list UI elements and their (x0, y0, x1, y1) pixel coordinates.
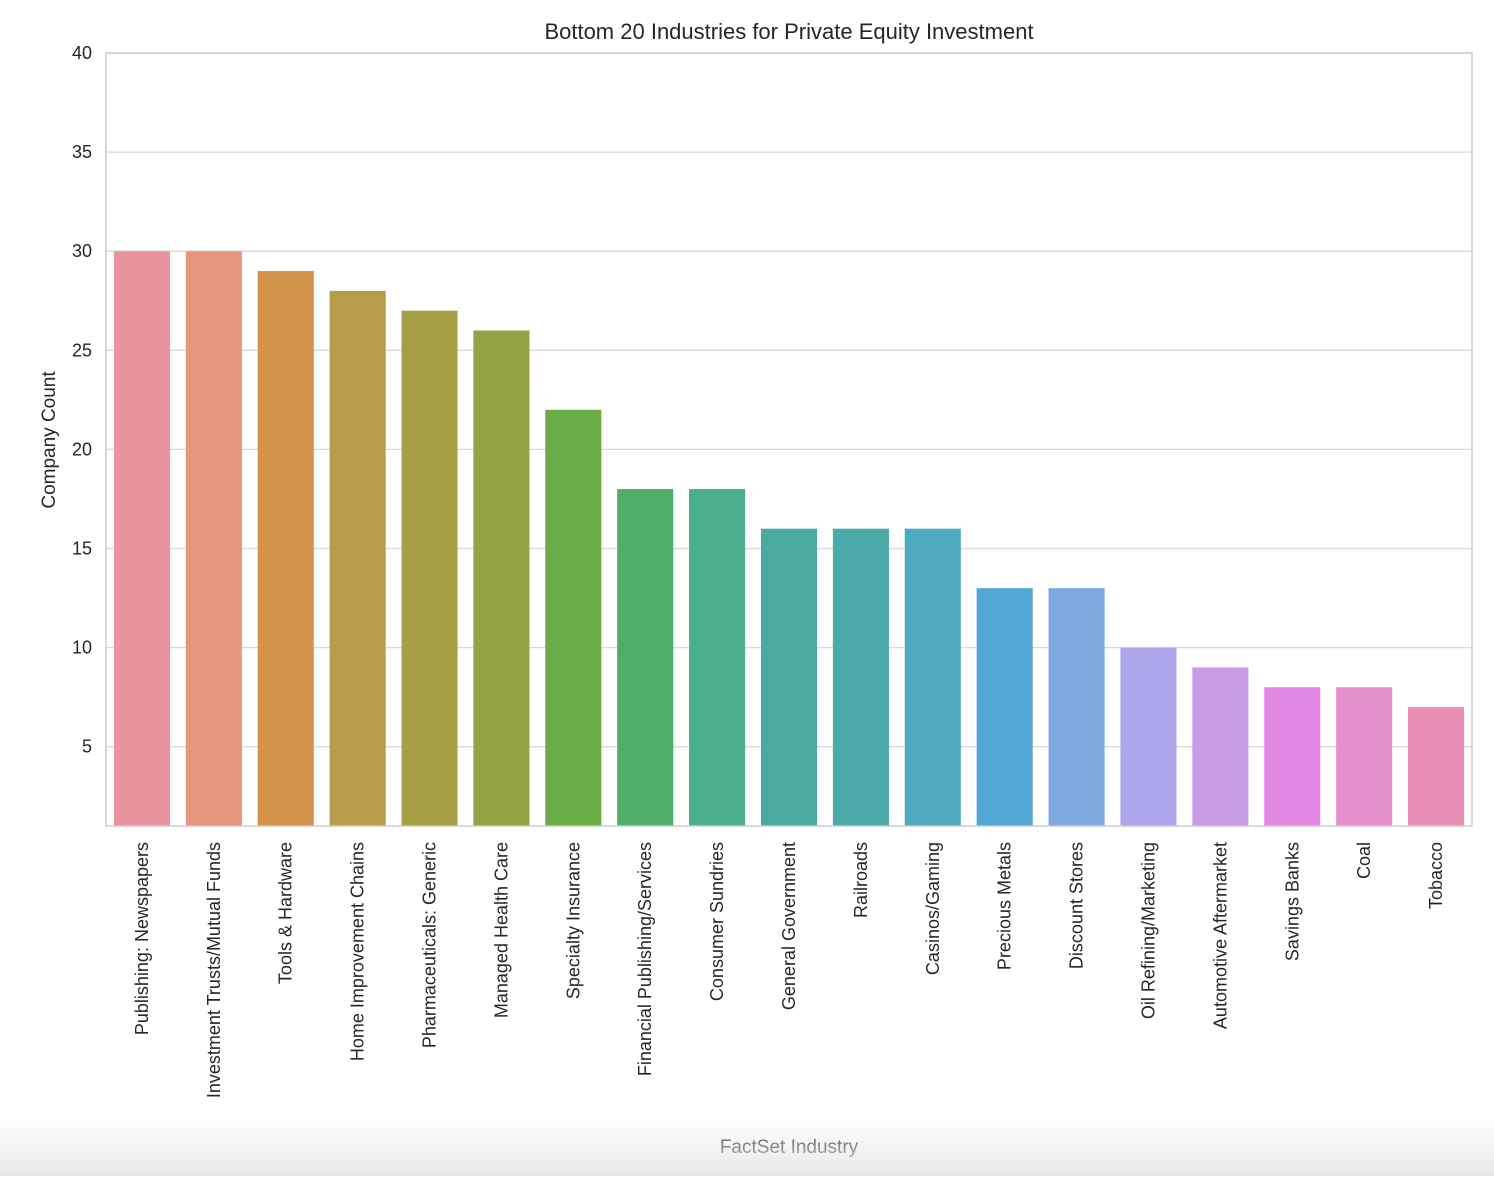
plot-frame (105, 52, 1473, 827)
bar (689, 489, 746, 826)
y-tick-label: 40 (72, 43, 92, 63)
x-tick-label: Coal (1354, 842, 1374, 879)
x-tick-label: Managed Health Care (491, 842, 511, 1018)
x-tick-label: Financial Publishing/Services (635, 842, 655, 1076)
x-tick-label: Publishing: Newspapers (132, 842, 152, 1035)
x-tick-label: General Government (779, 842, 799, 1010)
bar (1048, 588, 1105, 826)
bar (1336, 687, 1393, 826)
bar (113, 251, 170, 826)
x-tick-label: Automotive Aftermarket (1210, 842, 1230, 1029)
x-tick-label: Oil Refining/Marketing (1138, 842, 1158, 1019)
bar (904, 528, 961, 826)
x-axis-ticks: Publishing: Newspapers Investment Trusts/… (132, 842, 1446, 1098)
y-tick-label: 30 (72, 241, 92, 261)
bar (976, 588, 1033, 826)
bar (401, 310, 458, 827)
bar (617, 489, 674, 826)
bar (1264, 687, 1321, 826)
x-tick-label: Discount Stores (1067, 842, 1087, 969)
x-tick-label: Investment Trusts/Mutual Funds (204, 842, 224, 1098)
bar (1192, 667, 1249, 826)
x-tick-label: Tools & Hardware (276, 842, 296, 984)
bar (1408, 707, 1465, 826)
x-tick-label: Railroads (851, 842, 871, 918)
chart-title: Bottom 20 Industries for Private Equity … (544, 19, 1033, 44)
x-tick-label: Tobacco (1426, 842, 1446, 909)
x-tick-label: Pharmaceuticals: Generic (420, 842, 440, 1048)
bar (257, 271, 314, 826)
x-tick-label: Specialty Insurance (563, 842, 583, 999)
bar (329, 290, 386, 826)
y-tick-label: 10 (72, 638, 92, 658)
y-tick-label: 5 (82, 737, 92, 757)
y-tick-label: 35 (72, 142, 92, 162)
y-axis-label: Company Count (39, 371, 60, 509)
y-tick-label: 20 (72, 439, 92, 459)
x-tick-label: Casinos/Gaming (923, 842, 943, 975)
bar (185, 251, 242, 826)
bar (545, 409, 602, 826)
x-tick-label: Home Improvement Chains (348, 842, 368, 1061)
bar (473, 330, 530, 826)
x-axis-label: FactSet Industry (720, 1137, 859, 1158)
x-tick-label: Savings Banks (1282, 842, 1302, 961)
y-tick-label: 15 (72, 539, 92, 559)
x-tick-label: Consumer Sundries (707, 842, 727, 1001)
bar (760, 528, 818, 826)
bar (1120, 647, 1177, 826)
bar (832, 528, 889, 826)
bars (113, 251, 1465, 827)
y-axis-ticks: 5 10 15 20 25 30 35 40 (72, 43, 92, 757)
x-tick-label: Precious Metals (995, 842, 1015, 970)
y-tick-label: 25 (72, 340, 92, 360)
